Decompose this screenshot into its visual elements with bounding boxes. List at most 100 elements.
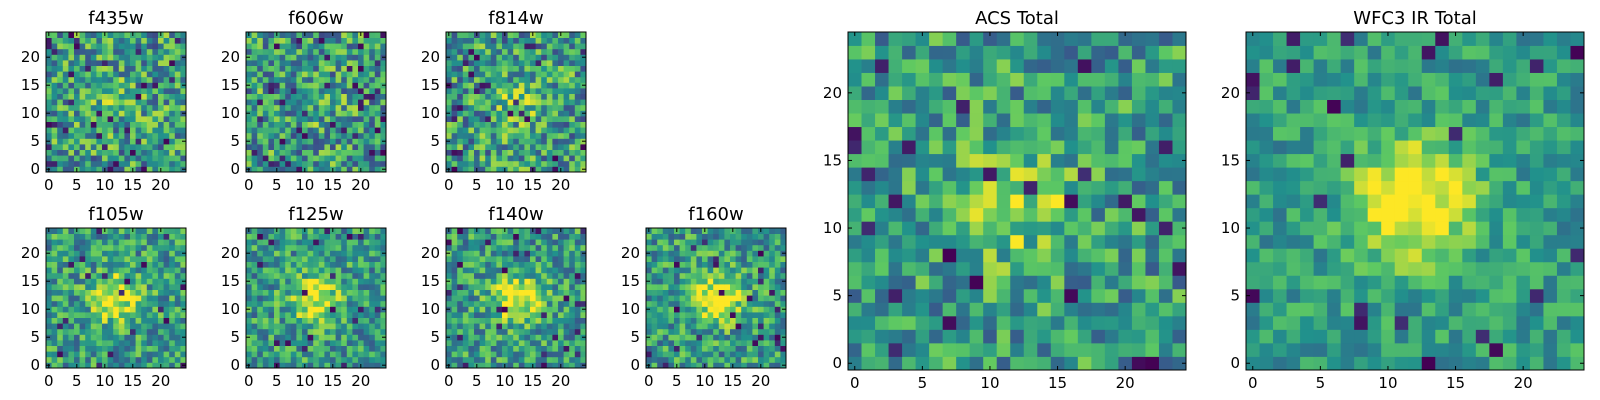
- heatmap-cell: [68, 127, 75, 134]
- heatmap-cell: [51, 267, 58, 274]
- heatmap-cell: [558, 138, 564, 145]
- heatmap-cell: [524, 48, 531, 55]
- heatmap-cell: [279, 99, 286, 106]
- heatmap-cell: [135, 278, 142, 285]
- heatmap-cell: [668, 289, 675, 296]
- heatmap-cell: [713, 356, 720, 363]
- heatmap-cell: [102, 345, 108, 352]
- heatmap-cell: [296, 166, 303, 173]
- heatmap-cell: [274, 82, 280, 89]
- heatmap-cell: [1131, 288, 1146, 303]
- heatmap-cell: [569, 60, 576, 66]
- heatmap-cell: [169, 228, 176, 234]
- heatmap-cell: [468, 239, 475, 246]
- heatmap-cell: [457, 138, 464, 145]
- heatmap-cell: [369, 317, 376, 324]
- heatmap-cell: [51, 71, 58, 78]
- heatmap-cell: [468, 278, 475, 285]
- heatmap-cell: [169, 289, 176, 296]
- heatmap-cell: [530, 244, 536, 251]
- heatmap-cell: [524, 340, 531, 346]
- heatmap-cell: [451, 121, 458, 128]
- heatmap-cell: [335, 155, 342, 162]
- heatmap-cell: [646, 272, 652, 279]
- x-tick-label: 20: [551, 176, 570, 194]
- heatmap-cell: [180, 340, 187, 346]
- heatmap-cell: [113, 104, 120, 111]
- heatmap-cell: [457, 261, 464, 268]
- heatmap-cell: [1158, 221, 1173, 236]
- heatmap-cell: [57, 356, 64, 363]
- heatmap-cell: [118, 149, 125, 156]
- heatmap-cell: [558, 82, 564, 89]
- heatmap-cell: [262, 71, 269, 78]
- heatmap-cell: [68, 323, 75, 330]
- heatmap-cell: [507, 345, 514, 352]
- heatmap-cell: [462, 82, 469, 89]
- heatmap-cell: [113, 256, 120, 262]
- heatmap-cell: [46, 267, 52, 274]
- heatmap-cell: [251, 88, 258, 94]
- heatmap-cell: [774, 278, 781, 285]
- heatmap-cell: [380, 127, 387, 134]
- heatmap-cell: [752, 278, 759, 285]
- heatmap-cell: [735, 284, 742, 290]
- heatmap-cell: [296, 334, 303, 341]
- heatmap-cell: [146, 88, 153, 94]
- heatmap-cell: [746, 312, 753, 318]
- heatmap-cell: [474, 272, 480, 279]
- heatmap-cell: [474, 233, 480, 240]
- heatmap-cell: [983, 342, 998, 357]
- heatmap-cell: [358, 144, 364, 150]
- heatmap-cell: [861, 356, 876, 371]
- heatmap-cell: [57, 256, 64, 262]
- heatmap-cell: [541, 65, 548, 72]
- heatmap-cell: [330, 71, 336, 78]
- heatmap-cell: [1023, 207, 1038, 222]
- heatmap-cell: [535, 71, 542, 78]
- heatmap-cell: [341, 312, 348, 318]
- heatmap-cell: [257, 149, 264, 156]
- heatmap-cell: [318, 306, 325, 313]
- heatmap-cell: [369, 351, 376, 358]
- heatmap-cell: [446, 93, 452, 100]
- heatmap-cell: [285, 127, 292, 134]
- heatmap-cell: [257, 351, 264, 358]
- heatmap-cell: [1104, 207, 1119, 222]
- y-tick-label: 15: [621, 272, 640, 290]
- heatmap-cell: [490, 261, 497, 268]
- heatmap-cell: [530, 99, 536, 106]
- heatmap-cell: [135, 82, 142, 89]
- heatmap-cell: [769, 306, 776, 313]
- heatmap-cell: [674, 356, 680, 363]
- heatmap-cell: [251, 93, 258, 100]
- heatmap-cell: [524, 93, 531, 100]
- heatmap-cell: [285, 328, 292, 335]
- heatmap-cell: [552, 278, 559, 285]
- heatmap-cell: [662, 239, 669, 246]
- heatmap-cell: [657, 233, 664, 240]
- heatmap-cell: [363, 32, 370, 38]
- heatmap-cell: [496, 104, 503, 111]
- heatmap-cell: [68, 328, 75, 335]
- heatmap-cell: [513, 149, 520, 156]
- y-tick-label: 15: [21, 272, 40, 290]
- heatmap-cell: [79, 356, 86, 363]
- heatmap-cell: [374, 356, 381, 363]
- heatmap-cell: [541, 82, 548, 89]
- heatmap-cell: [502, 306, 508, 313]
- heatmap-cell: [180, 244, 187, 251]
- heatmap-cell: [57, 312, 64, 318]
- heatmap-cell: [118, 138, 125, 145]
- heatmap-cell: [296, 351, 303, 358]
- heatmap-cell: [657, 334, 664, 341]
- heatmap-cell: [451, 166, 458, 173]
- heatmap-cell: [530, 155, 536, 162]
- heatmap-cell: [490, 43, 497, 50]
- heatmap-cell: [1023, 275, 1038, 290]
- heatmap-cell: [702, 340, 708, 346]
- heatmap-cell: [1064, 315, 1079, 330]
- heatmap-cell: [180, 121, 187, 128]
- heatmap-cell: [530, 138, 536, 145]
- heatmap-cell: [279, 228, 286, 234]
